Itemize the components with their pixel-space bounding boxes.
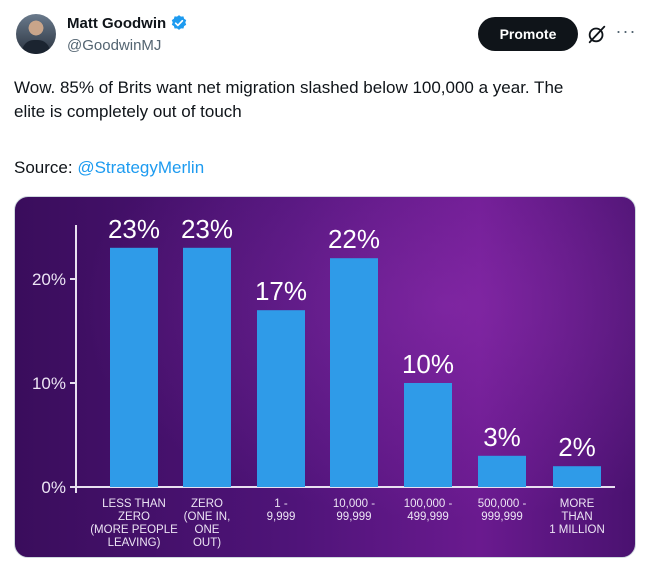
x-tick-label: THAN: [561, 511, 592, 523]
author-name[interactable]: Matt Goodwin: [67, 14, 167, 32]
x-tick-label: LESS THAN: [102, 498, 166, 510]
verified-badge-icon: [171, 15, 187, 30]
x-tick-label: 100,000 -: [404, 498, 453, 510]
x-tick-label: 1 -: [274, 498, 288, 510]
tweet-text: Wow. 85% of Brits want net migration sla…: [14, 78, 564, 121]
x-tick-label: ZERO: [118, 511, 150, 523]
source-line: Source: @StrategyMerlin: [14, 156, 204, 180]
bar: [183, 247, 231, 487]
more-icon[interactable]: ···: [615, 21, 637, 41]
x-tick-label: (MORE PEOPLE: [90, 524, 178, 536]
x-tick-label: 9,999: [267, 511, 296, 523]
x-tick-label: 99,999: [336, 511, 371, 523]
bar: [330, 258, 378, 487]
data-label: 22%: [328, 224, 380, 254]
tweet-header: Matt Goodwin @GoodwinMJ Promote ···: [0, 0, 656, 70]
x-tick-label: LEAVING): [108, 537, 161, 549]
author-handle[interactable]: @GoodwinMJ: [67, 37, 162, 54]
x-tick-label: MORE: [560, 498, 595, 510]
bar: [110, 247, 158, 487]
x-tick-label: 1 MILLION: [549, 524, 605, 536]
x-tick-label: 10,000 -: [333, 498, 375, 510]
y-tick-label: 10%: [32, 374, 66, 393]
slash-circle-icon[interactable]: [586, 23, 608, 45]
data-label: 2%: [558, 432, 596, 462]
x-tick-label: ONE: [195, 524, 220, 536]
bar: [404, 383, 452, 487]
x-tick-label: OUT): [193, 537, 221, 549]
x-tick-label: 500,000 -: [478, 498, 527, 510]
bar: [257, 310, 305, 487]
avatar[interactable]: [16, 14, 56, 54]
data-label: 3%: [483, 422, 521, 452]
data-label: 10%: [402, 349, 454, 379]
source-link[interactable]: @StrategyMerlin: [77, 158, 205, 177]
y-tick-label: 0%: [41, 478, 66, 497]
bar: [553, 466, 601, 487]
data-label: 23%: [181, 214, 233, 244]
y-tick-label: 20%: [32, 270, 66, 289]
source-prefix: Source:: [14, 158, 78, 177]
promote-button[interactable]: Promote: [478, 17, 578, 51]
x-tick-label: ZERO: [191, 498, 223, 510]
tweet-media-chart[interactable]: 0% 10% 20% 23% LESS THAN ZERO (MORE PEOPLE LEAV…: [14, 196, 636, 558]
x-tick-label: 499,999: [407, 511, 449, 523]
x-tick-label: (ONE IN,: [184, 511, 231, 523]
bar: [478, 455, 526, 487]
data-label: 23%: [108, 214, 160, 244]
author-name-row: Matt Goodwin: [67, 14, 188, 32]
data-label: 17%: [255, 276, 307, 306]
x-tick-label: 999,999: [481, 511, 523, 523]
